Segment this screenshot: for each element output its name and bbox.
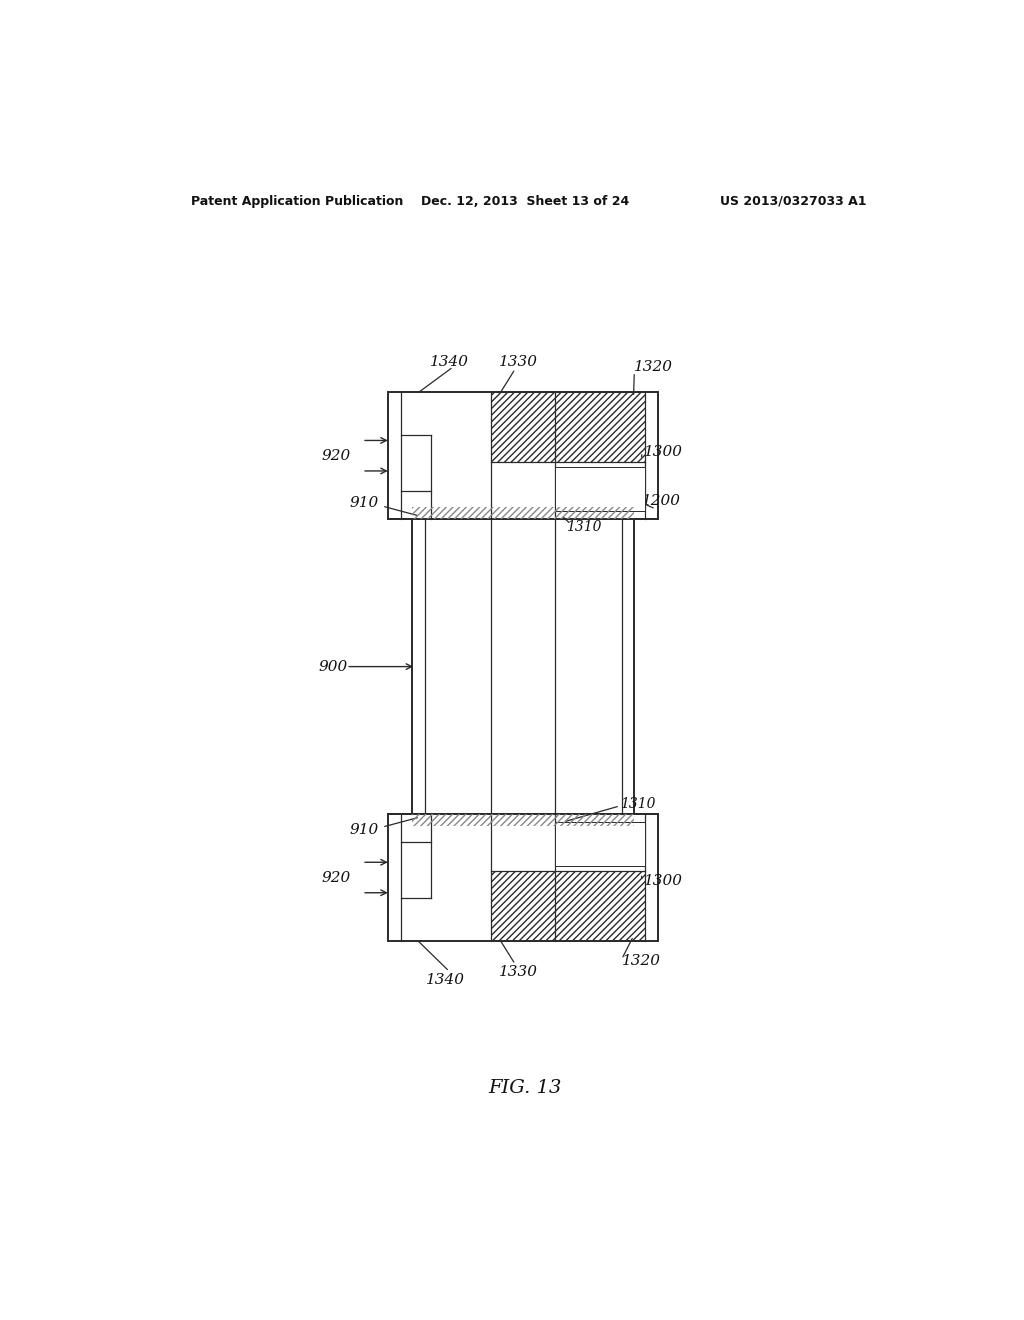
- Bar: [388, 392, 658, 519]
- Text: 1340: 1340: [426, 973, 465, 986]
- Bar: [412, 507, 634, 519]
- Text: 1330: 1330: [499, 355, 538, 368]
- Bar: [492, 392, 645, 462]
- Text: 1340: 1340: [430, 355, 469, 368]
- Text: 1320: 1320: [622, 954, 660, 969]
- Bar: [412, 519, 634, 814]
- Text: 1320: 1320: [634, 360, 674, 374]
- Bar: [412, 814, 634, 826]
- Text: 910: 910: [350, 496, 379, 510]
- Text: 1310: 1310: [620, 797, 655, 810]
- Bar: [555, 822, 645, 866]
- Bar: [492, 871, 645, 941]
- Text: 900: 900: [318, 660, 347, 673]
- Text: US 2013/0327033 A1: US 2013/0327033 A1: [720, 195, 866, 209]
- Bar: [555, 467, 645, 511]
- Text: 1330: 1330: [499, 965, 538, 978]
- Text: FIG. 13: FIG. 13: [488, 1080, 561, 1097]
- Text: 1200: 1200: [642, 494, 681, 508]
- Text: Patent Application Publication: Patent Application Publication: [191, 195, 403, 209]
- Text: 920: 920: [322, 449, 350, 463]
- Bar: [492, 871, 645, 941]
- Text: 910: 910: [350, 824, 379, 837]
- Text: 1310: 1310: [566, 520, 601, 535]
- Bar: [388, 814, 658, 941]
- Text: 1300: 1300: [644, 445, 683, 459]
- Text: Dec. 12, 2013  Sheet 13 of 24: Dec. 12, 2013 Sheet 13 of 24: [421, 195, 629, 209]
- Text: 1300: 1300: [644, 874, 683, 888]
- Bar: [492, 392, 645, 462]
- Text: 920: 920: [322, 870, 350, 884]
